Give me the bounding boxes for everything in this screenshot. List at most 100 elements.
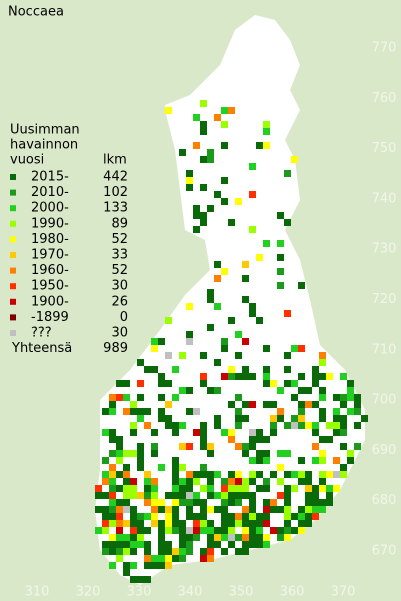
- x-axis-label: 320: [76, 585, 101, 600]
- grid-square: [284, 485, 291, 492]
- grid-square: [249, 191, 256, 198]
- grid-square: [207, 548, 214, 555]
- grid-square: [242, 492, 249, 499]
- grid-square: [270, 527, 277, 534]
- grid-square: [200, 555, 207, 562]
- legend-count: 30: [111, 326, 128, 341]
- grid-square: [109, 471, 116, 478]
- grid-square: [165, 513, 172, 520]
- legend-label: 2015-: [31, 170, 69, 185]
- grid-square: [235, 352, 242, 359]
- grid-square: [172, 478, 179, 485]
- legend-label: 1970-: [31, 248, 69, 263]
- grid-square: [221, 499, 228, 506]
- grid-square: [200, 373, 207, 380]
- grid-square: [284, 219, 291, 226]
- total-label: Yhteensä: [11, 341, 72, 356]
- grid-square: [116, 520, 123, 527]
- grid-square: [151, 555, 158, 562]
- grid-square: [151, 338, 158, 345]
- grid-square: [249, 429, 256, 436]
- grid-square: [347, 380, 354, 387]
- grid-square: [214, 261, 221, 268]
- grid-square: [158, 520, 165, 527]
- grid-square: [256, 317, 263, 324]
- grid-square: [151, 366, 158, 373]
- grid-square: [291, 422, 298, 429]
- grid-square: [207, 205, 214, 212]
- grid-square: [172, 527, 179, 534]
- grid-square: [102, 520, 109, 527]
- grid-square: [186, 478, 193, 485]
- legend-count: 442: [103, 170, 128, 185]
- grid-square: [179, 527, 186, 534]
- grid-square: [298, 520, 305, 527]
- grid-square: [144, 527, 151, 534]
- grid-square: [319, 394, 326, 401]
- x-axis-label: 310: [25, 585, 50, 600]
- grid-square: [305, 499, 312, 506]
- y-axis-label: 700: [372, 393, 397, 408]
- grid-square: [242, 401, 249, 408]
- grid-square: [249, 401, 256, 408]
- grid-square: [158, 555, 165, 562]
- legend-heading: havainnon: [10, 138, 78, 153]
- grid-square: [305, 506, 312, 513]
- grid-square: [298, 373, 305, 380]
- grid-square: [333, 422, 340, 429]
- grid-square: [144, 513, 151, 520]
- grid-square: [256, 142, 263, 149]
- grid-square: [277, 282, 284, 289]
- grid-square: [228, 429, 235, 436]
- grid-square: [116, 450, 123, 457]
- grid-square: [186, 492, 193, 499]
- grid-square: [130, 485, 137, 492]
- grid-square: [200, 513, 207, 520]
- grid-square: [158, 373, 165, 380]
- grid-square: [130, 429, 137, 436]
- grid-square: [291, 527, 298, 534]
- grid-square: [123, 548, 130, 555]
- grid-square: [158, 408, 165, 415]
- grid-square: [200, 184, 207, 191]
- grid-square: [193, 492, 200, 499]
- grid-square: [340, 415, 347, 422]
- grid-square: [130, 401, 137, 408]
- grid-square: [151, 520, 158, 527]
- grid-square: [200, 464, 207, 471]
- grid-square: [263, 534, 270, 541]
- grid-square: [116, 443, 123, 450]
- grid-square: [242, 415, 249, 422]
- grid-square: [221, 121, 228, 128]
- grid-square: [291, 345, 298, 352]
- grid-square: [242, 485, 249, 492]
- grid-square: [270, 422, 277, 429]
- grid-square: [137, 457, 144, 464]
- grid-square: [277, 254, 284, 261]
- grid-square: [319, 471, 326, 478]
- grid-square: [193, 142, 200, 149]
- grid-square: [158, 541, 165, 548]
- grid-square: [263, 401, 270, 408]
- grid-square: [116, 548, 123, 555]
- legend-swatch: [10, 330, 16, 336]
- grid-square: [116, 485, 123, 492]
- grid-square: [200, 128, 207, 135]
- grid-square: [256, 534, 263, 541]
- grid-square: [242, 520, 249, 527]
- grid-square: [291, 485, 298, 492]
- grid-square: [179, 149, 186, 156]
- grid-square: [179, 478, 186, 485]
- grid-square: [277, 478, 284, 485]
- grid-square: [151, 345, 158, 352]
- grid-square: [312, 373, 319, 380]
- grid-square: [144, 485, 151, 492]
- legend-label: -1899: [31, 310, 69, 325]
- grid-square: [109, 492, 116, 499]
- grid-square: [256, 254, 263, 261]
- grid-square: [137, 576, 144, 583]
- grid-square: [158, 527, 165, 534]
- grid-square: [179, 485, 186, 492]
- grid-square: [179, 534, 186, 541]
- legend-swatch: [10, 236, 16, 243]
